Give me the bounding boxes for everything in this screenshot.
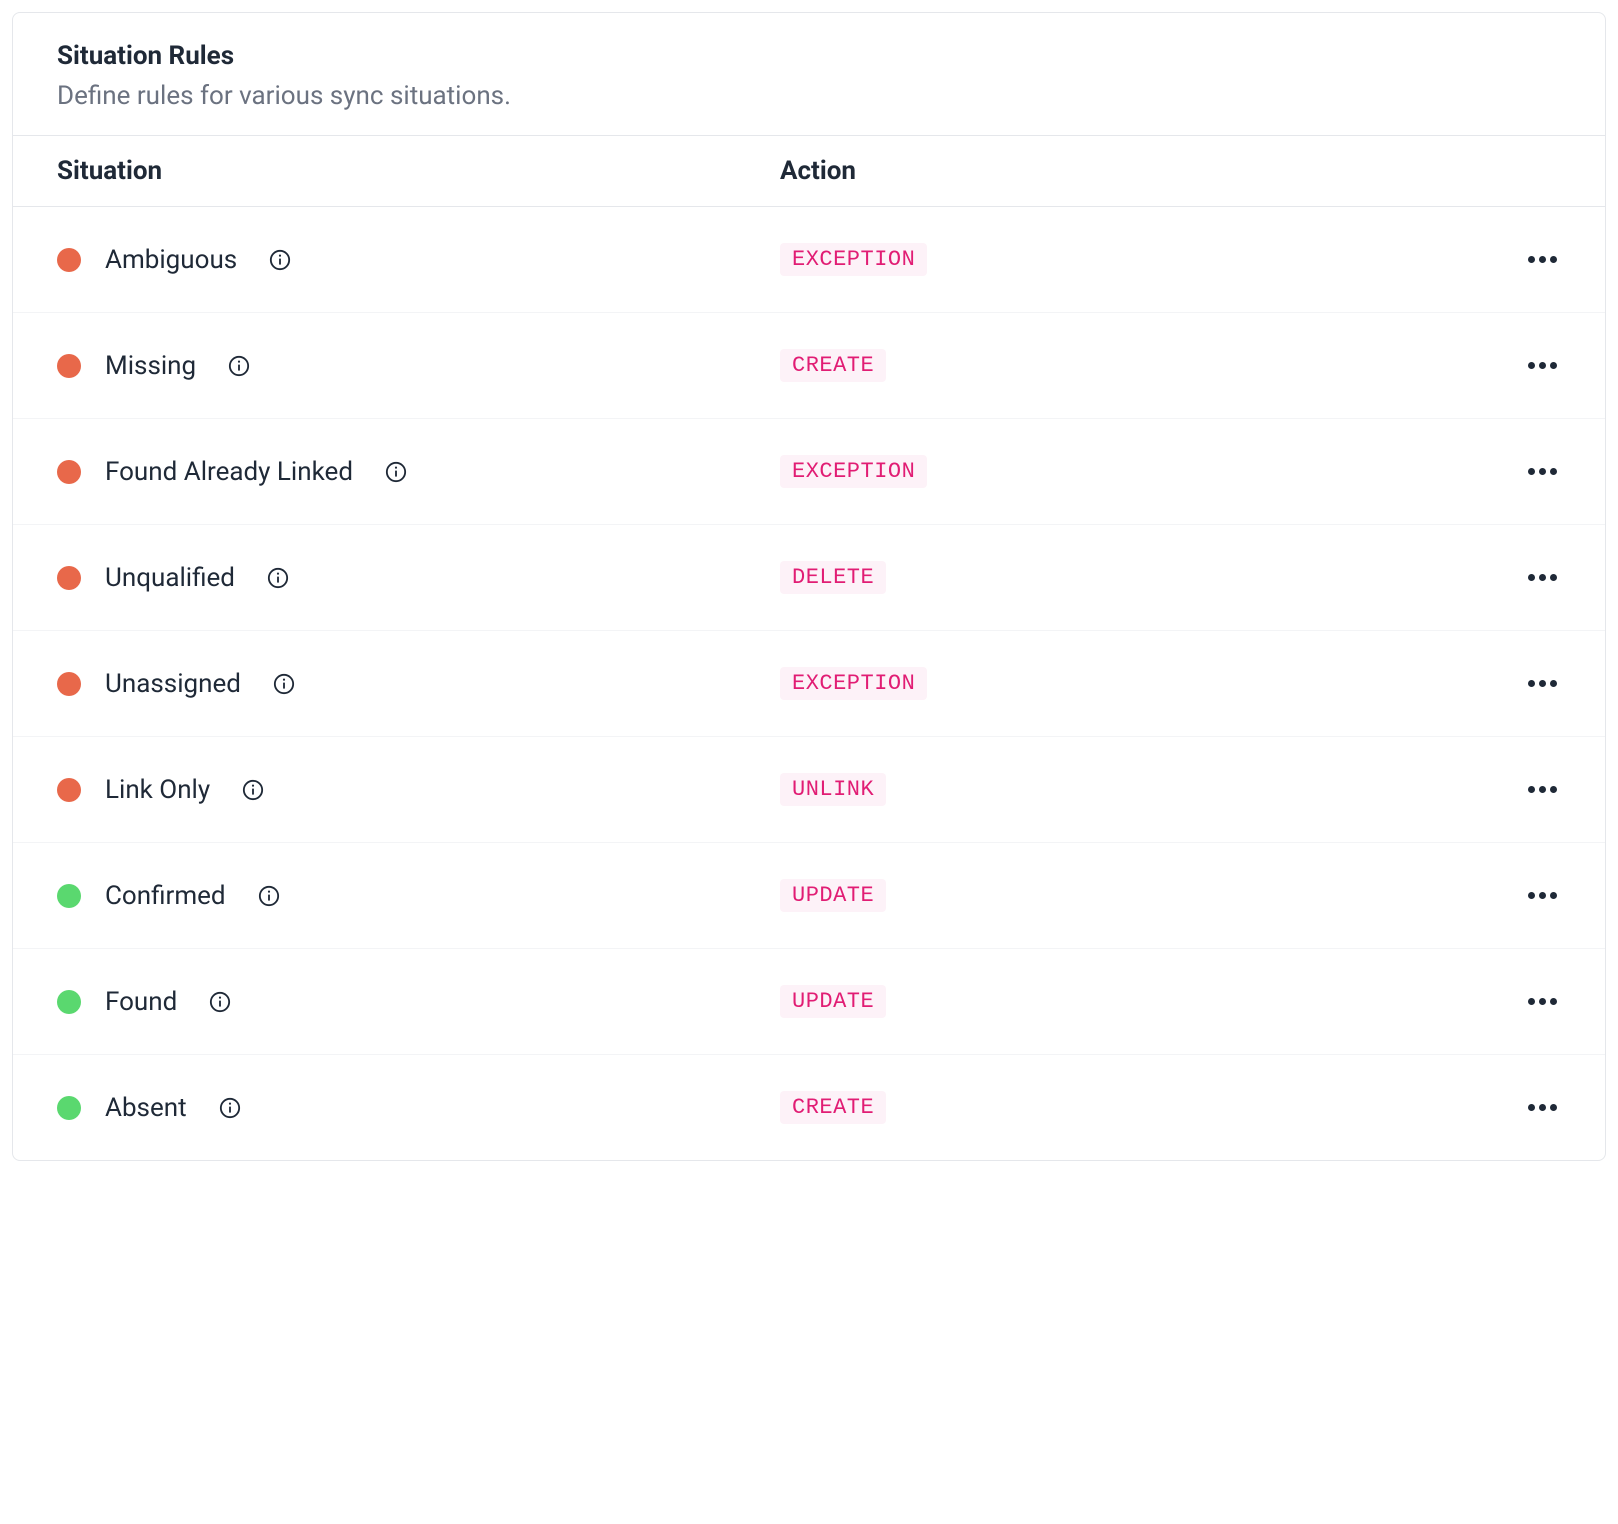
situation-cell: Confirmed xyxy=(57,881,780,911)
situation-label: Found Already Linked xyxy=(105,457,353,487)
action-cell: EXCEPTION xyxy=(780,667,1501,700)
action-cell: UPDATE xyxy=(780,985,1501,1018)
table-row: Missing CREATE xyxy=(13,313,1605,419)
more-menu-button[interactable] xyxy=(1524,464,1561,479)
action-badge: UPDATE xyxy=(780,879,886,912)
situation-cell: Found xyxy=(57,987,780,1017)
card-subtitle: Define rules for various sync situations… xyxy=(57,81,1561,111)
situation-label: Confirmed xyxy=(105,881,226,911)
action-cell: CREATE xyxy=(780,349,1501,382)
situation-label: Found xyxy=(105,987,177,1017)
action-badge: EXCEPTION xyxy=(780,455,927,488)
table-row: Found UPDATE xyxy=(13,949,1605,1055)
more-menu-button[interactable] xyxy=(1524,570,1561,585)
more-menu-button[interactable] xyxy=(1524,994,1561,1009)
status-dot-icon xyxy=(57,672,81,696)
status-dot-icon xyxy=(57,566,81,590)
situation-label: Unqualified xyxy=(105,563,235,593)
action-badge: UPDATE xyxy=(780,985,886,1018)
info-icon[interactable] xyxy=(258,885,280,907)
situation-cell: Found Already Linked xyxy=(57,457,780,487)
status-dot-icon xyxy=(57,1096,81,1120)
info-icon[interactable] xyxy=(209,991,231,1013)
table-row: Found Already Linked EXCEPTION xyxy=(13,419,1605,525)
more-menu-button[interactable] xyxy=(1524,888,1561,903)
action-cell: DELETE xyxy=(780,561,1501,594)
info-icon[interactable] xyxy=(385,461,407,483)
situation-cell: Unassigned xyxy=(57,669,780,699)
situation-cell: Absent xyxy=(57,1093,780,1123)
table-row: Unassigned EXCEPTION xyxy=(13,631,1605,737)
situation-cell: Ambiguous xyxy=(57,245,780,275)
status-dot-icon xyxy=(57,884,81,908)
action-cell: EXCEPTION xyxy=(780,455,1501,488)
more-menu-button[interactable] xyxy=(1524,782,1561,797)
situation-label: Ambiguous xyxy=(105,245,237,275)
action-badge: DELETE xyxy=(780,561,886,594)
action-cell: UPDATE xyxy=(780,879,1501,912)
info-icon[interactable] xyxy=(267,567,289,589)
table-row: Link Only UNLINK xyxy=(13,737,1605,843)
info-icon[interactable] xyxy=(273,673,295,695)
action-cell: CREATE xyxy=(780,1091,1501,1124)
table-row: Absent CREATE xyxy=(13,1055,1605,1160)
info-icon[interactable] xyxy=(219,1097,241,1119)
action-cell: EXCEPTION xyxy=(780,243,1501,276)
status-dot-icon xyxy=(57,248,81,272)
status-dot-icon xyxy=(57,460,81,484)
situation-label: Missing xyxy=(105,351,196,381)
situation-cell: Unqualified xyxy=(57,563,780,593)
more-menu-button[interactable] xyxy=(1524,676,1561,691)
situation-label: Absent xyxy=(105,1093,187,1123)
situation-cell: Link Only xyxy=(57,775,780,805)
situation-label: Link Only xyxy=(105,775,210,805)
card-header: Situation Rules Define rules for various… xyxy=(13,13,1605,136)
column-header-action: Action xyxy=(780,156,1501,186)
action-badge: CREATE xyxy=(780,1091,886,1124)
status-dot-icon xyxy=(57,354,81,378)
action-badge: UNLINK xyxy=(780,773,886,806)
info-icon[interactable] xyxy=(228,355,250,377)
action-badge: EXCEPTION xyxy=(780,667,927,700)
column-header-situation: Situation xyxy=(57,156,780,186)
status-dot-icon xyxy=(57,778,81,802)
info-icon[interactable] xyxy=(242,779,264,801)
action-badge: EXCEPTION xyxy=(780,243,927,276)
info-icon[interactable] xyxy=(269,249,291,271)
situation-label: Unassigned xyxy=(105,669,241,699)
table-row: Confirmed UPDATE xyxy=(13,843,1605,949)
action-cell: UNLINK xyxy=(780,773,1501,806)
table-row: Unqualified DELETE xyxy=(13,525,1605,631)
more-menu-button[interactable] xyxy=(1524,1100,1561,1115)
more-menu-button[interactable] xyxy=(1524,252,1561,267)
action-badge: CREATE xyxy=(780,349,886,382)
table-row: Ambiguous EXCEPTION xyxy=(13,207,1605,313)
situation-cell: Missing xyxy=(57,351,780,381)
status-dot-icon xyxy=(57,990,81,1014)
more-menu-button[interactable] xyxy=(1524,358,1561,373)
situation-rules-card: Situation Rules Define rules for various… xyxy=(12,12,1606,1161)
table-body: Ambiguous EXCEPTION Missing xyxy=(13,207,1605,1160)
table-header: Situation Action xyxy=(13,136,1605,207)
card-title: Situation Rules xyxy=(57,41,1561,71)
